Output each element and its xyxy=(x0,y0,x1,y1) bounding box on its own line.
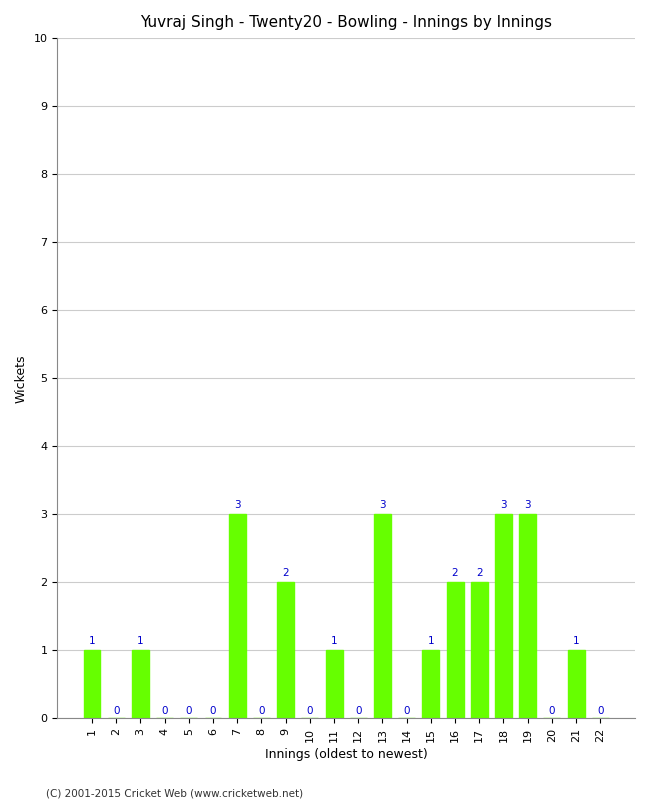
Text: 1: 1 xyxy=(137,636,144,646)
Text: 0: 0 xyxy=(258,706,265,717)
Text: 2: 2 xyxy=(476,568,482,578)
Text: 0: 0 xyxy=(113,706,120,717)
Bar xyxy=(447,582,463,718)
Text: 2: 2 xyxy=(282,568,289,578)
Title: Yuvraj Singh - Twenty20 - Bowling - Innings by Innings: Yuvraj Singh - Twenty20 - Bowling - Inni… xyxy=(140,15,552,30)
Text: 1: 1 xyxy=(573,636,579,646)
Y-axis label: Wickets: Wickets xyxy=(15,354,28,402)
Bar xyxy=(84,650,101,718)
Text: 2: 2 xyxy=(452,568,458,578)
Bar xyxy=(132,650,149,718)
Text: 1: 1 xyxy=(331,636,337,646)
Bar xyxy=(471,582,488,718)
Bar xyxy=(567,650,584,718)
Text: 0: 0 xyxy=(597,706,603,717)
Text: 0: 0 xyxy=(161,706,168,717)
X-axis label: Innings (oldest to newest): Innings (oldest to newest) xyxy=(265,748,428,761)
Text: 1: 1 xyxy=(88,636,96,646)
Text: 3: 3 xyxy=(525,500,531,510)
Text: 0: 0 xyxy=(549,706,555,717)
Text: 3: 3 xyxy=(379,500,385,510)
Text: 1: 1 xyxy=(428,636,434,646)
Text: 0: 0 xyxy=(404,706,410,717)
Bar xyxy=(519,514,536,718)
Text: 3: 3 xyxy=(234,500,240,510)
Bar xyxy=(229,514,246,718)
Text: 0: 0 xyxy=(185,706,192,717)
Bar xyxy=(495,514,512,718)
Bar xyxy=(326,650,343,718)
Text: 0: 0 xyxy=(210,706,216,717)
Bar xyxy=(277,582,294,718)
Text: (C) 2001-2015 Cricket Web (www.cricketweb.net): (C) 2001-2015 Cricket Web (www.cricketwe… xyxy=(46,788,303,798)
Bar xyxy=(374,514,391,718)
Text: 0: 0 xyxy=(355,706,361,717)
Bar xyxy=(422,650,439,718)
Text: 0: 0 xyxy=(307,706,313,717)
Text: 3: 3 xyxy=(500,500,507,510)
